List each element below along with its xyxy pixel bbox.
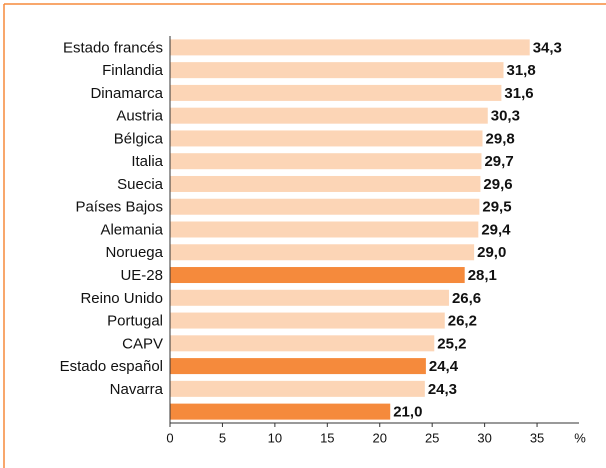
bar <box>170 175 481 192</box>
bar <box>170 39 530 56</box>
bar <box>170 380 425 397</box>
value-label: 29,4 <box>481 221 511 238</box>
value-label: 24,4 <box>429 358 459 375</box>
value-label: 25,2 <box>437 335 466 352</box>
category-label: Finlandia <box>102 62 164 79</box>
bar <box>170 267 465 284</box>
category-label: Suecia <box>117 176 164 193</box>
bar <box>170 403 391 420</box>
x-tick-label: 10 <box>268 430 282 445</box>
bar <box>170 198 480 215</box>
category-label: Bélgica <box>114 130 164 147</box>
x-tick-label: 35 <box>530 430 544 445</box>
category-label: Noruega <box>105 244 163 261</box>
category-label: Países Bajos <box>75 199 163 216</box>
bar <box>170 153 482 170</box>
x-tick-label: 5 <box>219 430 226 445</box>
value-label: 26,6 <box>452 290 481 307</box>
value-label: 29,5 <box>482 199 511 216</box>
bar <box>170 62 504 79</box>
value-label: 30,3 <box>491 108 520 125</box>
x-tick-label: 25 <box>425 430 439 445</box>
category-label: Estado español <box>60 358 163 375</box>
bar <box>170 107 488 124</box>
category-label: Estado francés <box>63 39 163 56</box>
value-label: 28,1 <box>468 267 497 284</box>
value-label: 29,8 <box>486 130 515 147</box>
value-label: 21,0 <box>393 404 422 421</box>
bar <box>170 244 475 261</box>
category-label: Reino Unido <box>80 290 163 307</box>
x-axis-label: % <box>574 430 586 445</box>
x-tick-label: 30 <box>477 430 491 445</box>
value-label: 34,3 <box>533 39 562 56</box>
value-label: 24,3 <box>428 381 457 398</box>
category-label: UE-28 <box>120 267 163 284</box>
value-label: 29,0 <box>477 244 506 261</box>
x-tick-label: 0 <box>166 430 173 445</box>
bar <box>170 289 449 306</box>
category-label: Navarra <box>110 381 164 398</box>
category-label: Alemania <box>100 221 163 238</box>
bar <box>170 335 435 352</box>
value-label: 31,6 <box>504 85 533 102</box>
value-label: 31,8 <box>506 62 535 79</box>
value-label: 29,6 <box>483 176 512 193</box>
bar <box>170 358 426 375</box>
category-label: Portugal <box>107 313 163 330</box>
bar <box>170 312 445 329</box>
x-tick-label: 20 <box>373 430 387 445</box>
bar <box>170 130 483 147</box>
category-label: CAPV <box>122 335 163 352</box>
bar <box>170 84 502 101</box>
x-tick-label: 15 <box>320 430 334 445</box>
bar <box>170 221 479 238</box>
category-label: Austria <box>116 108 163 125</box>
value-label: 26,2 <box>448 313 477 330</box>
category-label: Dinamarca <box>90 85 163 102</box>
category-label: Italia <box>131 153 163 170</box>
value-label: 29,7 <box>484 153 513 170</box>
